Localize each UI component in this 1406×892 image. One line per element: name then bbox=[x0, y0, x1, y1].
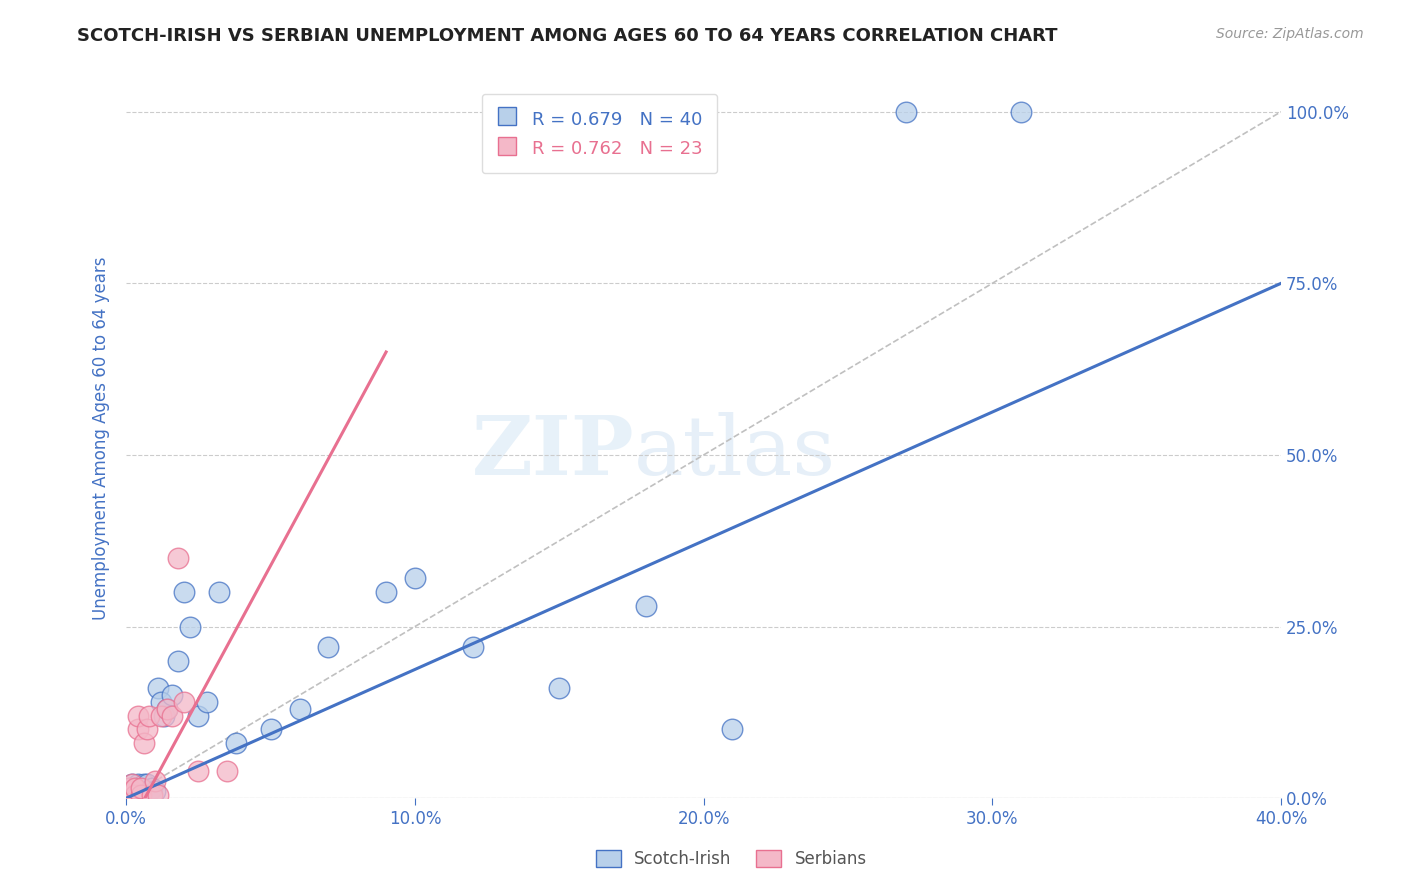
Point bbox=[288, 702, 311, 716]
Point bbox=[143, 784, 166, 798]
Point bbox=[124, 788, 146, 802]
Point bbox=[118, 780, 141, 795]
Point bbox=[127, 723, 149, 737]
Point bbox=[146, 788, 169, 802]
Legend: Scotch-Irish, Serbians: Scotch-Irish, Serbians bbox=[589, 843, 873, 875]
Point bbox=[167, 654, 190, 668]
Point bbox=[118, 788, 141, 802]
Point bbox=[135, 784, 157, 798]
Point bbox=[173, 695, 195, 709]
Point bbox=[225, 736, 247, 750]
Point bbox=[121, 784, 143, 798]
Point bbox=[124, 788, 146, 802]
Point bbox=[894, 104, 917, 119]
Point bbox=[187, 764, 209, 778]
Point bbox=[124, 780, 146, 795]
Point bbox=[173, 585, 195, 599]
Point bbox=[129, 788, 152, 802]
Point bbox=[141, 788, 163, 802]
Point bbox=[146, 681, 169, 696]
Point bbox=[318, 640, 340, 654]
Point bbox=[208, 585, 231, 599]
Point bbox=[135, 723, 157, 737]
Point bbox=[143, 774, 166, 789]
Point bbox=[138, 708, 160, 723]
Point bbox=[721, 723, 744, 737]
Point bbox=[129, 780, 152, 795]
Point bbox=[129, 788, 152, 802]
Point bbox=[548, 681, 571, 696]
Point bbox=[153, 708, 176, 723]
Point bbox=[162, 688, 184, 702]
Point bbox=[118, 780, 141, 795]
Text: atlas: atlas bbox=[634, 412, 837, 492]
Text: ZIP: ZIP bbox=[472, 412, 634, 492]
Point bbox=[179, 619, 201, 633]
Text: Source: ZipAtlas.com: Source: ZipAtlas.com bbox=[1216, 27, 1364, 41]
Text: SCOTCH-IRISH VS SERBIAN UNEMPLOYMENT AMONG AGES 60 TO 64 YEARS CORRELATION CHART: SCOTCH-IRISH VS SERBIAN UNEMPLOYMENT AMO… bbox=[77, 27, 1057, 45]
Point bbox=[127, 708, 149, 723]
Point bbox=[121, 777, 143, 791]
Point bbox=[135, 777, 157, 791]
Point bbox=[259, 723, 281, 737]
Point bbox=[187, 708, 209, 723]
Point bbox=[121, 777, 143, 791]
Point bbox=[375, 585, 398, 599]
Point bbox=[167, 550, 190, 565]
Point bbox=[129, 780, 152, 795]
Point bbox=[127, 784, 149, 798]
Point bbox=[138, 784, 160, 798]
Point bbox=[461, 640, 484, 654]
Point bbox=[404, 572, 426, 586]
Point bbox=[162, 708, 184, 723]
Point bbox=[1010, 104, 1032, 119]
Point bbox=[141, 780, 163, 795]
Point bbox=[195, 695, 218, 709]
Point bbox=[127, 777, 149, 791]
Y-axis label: Unemployment Among Ages 60 to 64 years: Unemployment Among Ages 60 to 64 years bbox=[93, 256, 110, 620]
Point bbox=[156, 702, 179, 716]
Point bbox=[149, 695, 172, 709]
Point bbox=[132, 784, 155, 798]
Legend: R = 0.679   N = 40, R = 0.762   N = 23: R = 0.679 N = 40, R = 0.762 N = 23 bbox=[482, 94, 717, 173]
Point bbox=[132, 736, 155, 750]
Point bbox=[118, 788, 141, 802]
Point bbox=[634, 599, 657, 613]
Point bbox=[124, 780, 146, 795]
Point bbox=[217, 764, 239, 778]
Point bbox=[121, 784, 143, 798]
Point bbox=[156, 702, 179, 716]
Point bbox=[149, 708, 172, 723]
Point bbox=[132, 777, 155, 791]
